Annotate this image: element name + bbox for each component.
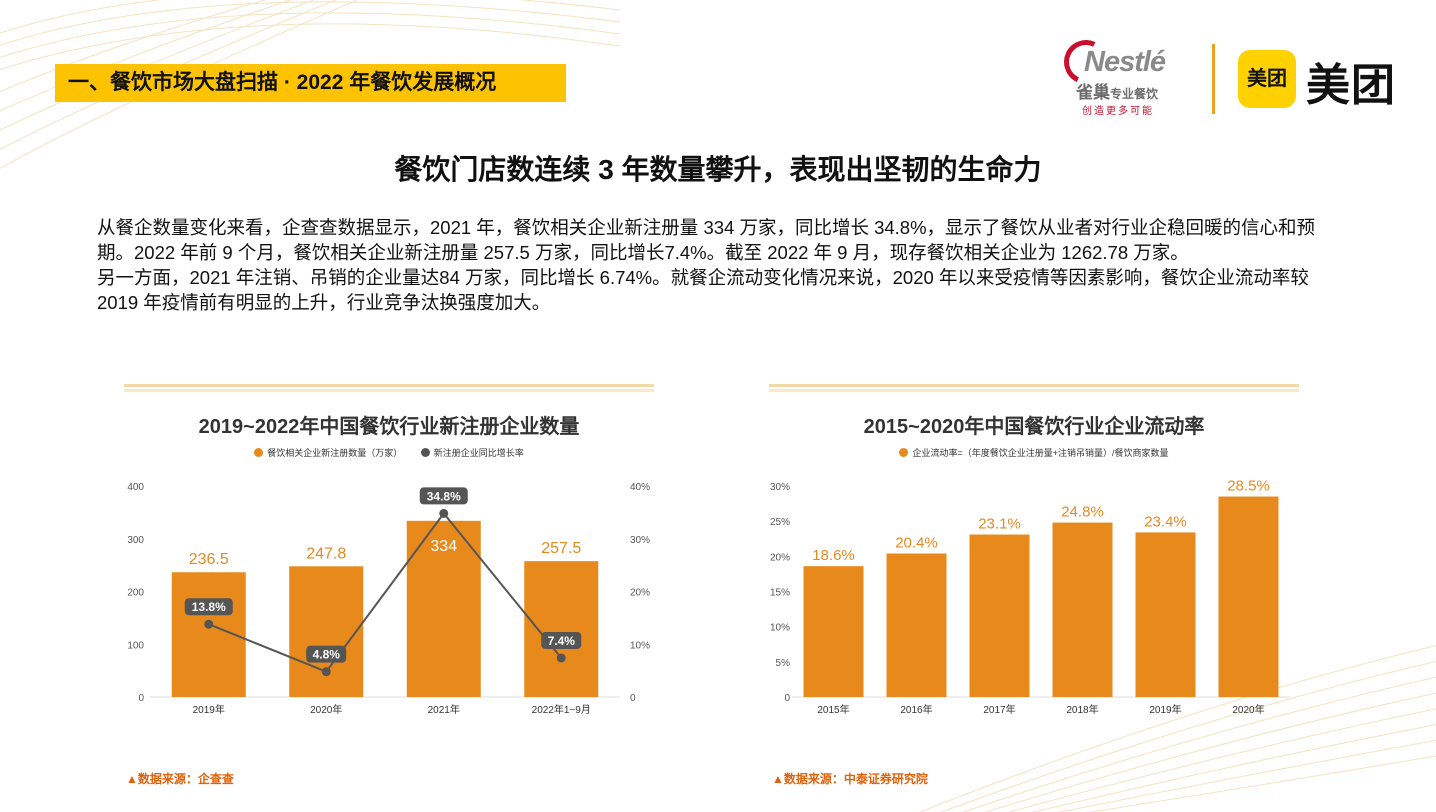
panel-top-rule [124, 384, 654, 394]
chart-panel-registrations: 2019~2022年中国餐饮行业新注册企业数量 餐饮相关企业新注册数量（万家） … [124, 384, 654, 724]
x-tick-label: 2018年 [1066, 703, 1098, 716]
y-tick-label: 15% [770, 588, 790, 599]
bar [406, 520, 481, 697]
bar [1218, 496, 1279, 697]
y2-tick-label: 0 [630, 693, 636, 704]
body-text: 从餐企数量变化来看，企查查数据显示，2021 年，餐饮相关企业新注册量 334 … [97, 215, 1347, 315]
y-tick-label: 300 [127, 535, 144, 546]
line-point [204, 619, 214, 629]
y-tick-label: 0 [138, 693, 144, 704]
y-tick-label: 100 [127, 640, 144, 651]
panel-top-rule [769, 384, 1299, 394]
line-label-box [306, 645, 347, 663]
bar [1052, 522, 1113, 697]
chart-legend: 餐饮相关企业新注册数量（万家） 新注册企业同比增长率 [124, 446, 654, 459]
meituan-badge-icon: 美团 [1238, 50, 1296, 108]
bar-value-label: 20.4% [895, 535, 938, 552]
page-title: 餐饮门店数连续 3 年数量攀升，表现出坚韧的生命力 [394, 154, 1042, 185]
nestle-cn-name: 雀巢专业餐饮 [1076, 83, 1159, 102]
chart-panel-turnover: 2015~2020年中国餐饮行业企业流动率 企业流动率=（年度餐饮企业注册量+注… [769, 384, 1299, 724]
x-tick-label: 2019年 [1149, 703, 1181, 716]
bar-value-label: 28.5% [1227, 478, 1270, 495]
x-tick-label: 2017年 [983, 703, 1015, 716]
bar [524, 561, 599, 697]
y-tick-label: 200 [127, 588, 144, 599]
line-label-box [419, 487, 468, 505]
bar-value-label: 247.8 [306, 545, 346, 562]
x-tick-label: 2019年 [193, 703, 225, 716]
bar-value-label: 24.8% [1061, 504, 1104, 521]
line-point [321, 667, 331, 677]
y-tick-label: 10% [770, 623, 790, 634]
bar [289, 566, 364, 697]
line-value-label: 34.8% [427, 489, 461, 503]
legend-label: 企业流动率=（年度餐饮企业注册量+注销吊销量）/餐饮商家数量 [912, 448, 1169, 458]
logo-divider [1212, 44, 1215, 114]
bar [803, 566, 864, 697]
paragraph: 另一方面，2021 年注销、吊销的企业量达84 万家，同比增长 6.74%。就餐… [97, 267, 1309, 313]
x-tick-label: 2016年 [900, 703, 932, 716]
line-label-box [184, 598, 233, 616]
legend-label: 新注册企业同比增长率 [433, 448, 524, 458]
legend-bar-icon [899, 448, 909, 457]
y-tick-label: 0 [784, 693, 790, 704]
chart-registrations: 0 100 200 300 400 0 10% 20% 30% 40% 236.5 2019年 247.… [127, 482, 650, 716]
section-tag: 一、餐饮市场大盘扫描 · 2022 年餐饮发展概况 [55, 64, 566, 102]
line-value-label: 13.8% [192, 600, 226, 614]
x-tick-label: 2020年 [310, 703, 342, 716]
nestle-logo: Nestlé 雀巢专业餐饮 创造更多可能 [1057, 33, 1197, 118]
bar-value-label: 23.1% [978, 516, 1021, 533]
line-label-box [541, 631, 582, 649]
line-point [439, 508, 449, 518]
bar-value-label: 257.5 [541, 540, 581, 557]
data-source: ▲数据来源：中泰证券研究院 [772, 772, 928, 786]
chart-title: 2015~2020年中国餐饮行业企业流动率 [863, 416, 1205, 438]
chart-turnover: 0 5% 10% 15% 20% 25% 30% 18.6% 2015年 20.4% 2016年 23… [770, 478, 1290, 716]
y2-tick-label: 20% [630, 588, 650, 599]
y-tick-label: 30% [770, 482, 790, 493]
bar-value-label: 23.4% [1144, 513, 1187, 530]
line-point [556, 653, 566, 663]
chart-title: 2019~2022年中国餐饮行业新注册企业数量 [198, 416, 580, 438]
bar [886, 553, 947, 697]
nestle-slogan: 创造更多可能 [1082, 106, 1154, 117]
line-value-label: 4.8% [313, 648, 341, 662]
bar [1135, 532, 1196, 697]
legend-line-icon [420, 448, 430, 457]
chart-legend: 企业流动率=（年度餐饮企业注册量+注销吊销量）/餐饮商家数量 [769, 446, 1299, 459]
y-tick-label: 25% [770, 517, 790, 528]
y2-tick-label: 40% [630, 482, 650, 493]
y-tick-label: 400 [127, 482, 144, 493]
meituan-wordmark: 美团 [1306, 61, 1396, 110]
legend-label: 餐饮相关企业新注册数量（万家） [267, 448, 403, 458]
y2-tick-label: 30% [630, 535, 650, 546]
x-tick-label: 2020年 [1232, 703, 1264, 716]
data-source: ▲数据来源：企查查 [126, 772, 234, 786]
bar [969, 534, 1030, 697]
nestle-wordmark: Nestlé [1084, 46, 1166, 78]
y-tick-label: 5% [776, 658, 791, 669]
legend-bar-icon [254, 448, 264, 457]
paragraph: 从餐企数量变化来看，企查查数据显示，2021 年，餐饮相关企业新注册量 334 … [97, 217, 1316, 263]
x-tick-label: 2022年1~9月 [532, 703, 591, 716]
x-tick-label: 2015年 [817, 703, 849, 716]
logo-area: Nestlé 雀巢专业餐饮 创造更多可能 美团 美团 [1057, 33, 1412, 118]
x-tick-label: 2021年 [428, 703, 460, 716]
bar-value-label: 236.5 [189, 551, 229, 568]
y-tick-label: 20% [770, 552, 790, 563]
bar-value-label: 18.6% [812, 547, 855, 564]
bar-value-label: 334 [430, 538, 457, 555]
y2-tick-label: 10% [630, 640, 650, 651]
line-value-label: 7.4% [548, 634, 576, 648]
growth-line [208, 511, 563, 673]
